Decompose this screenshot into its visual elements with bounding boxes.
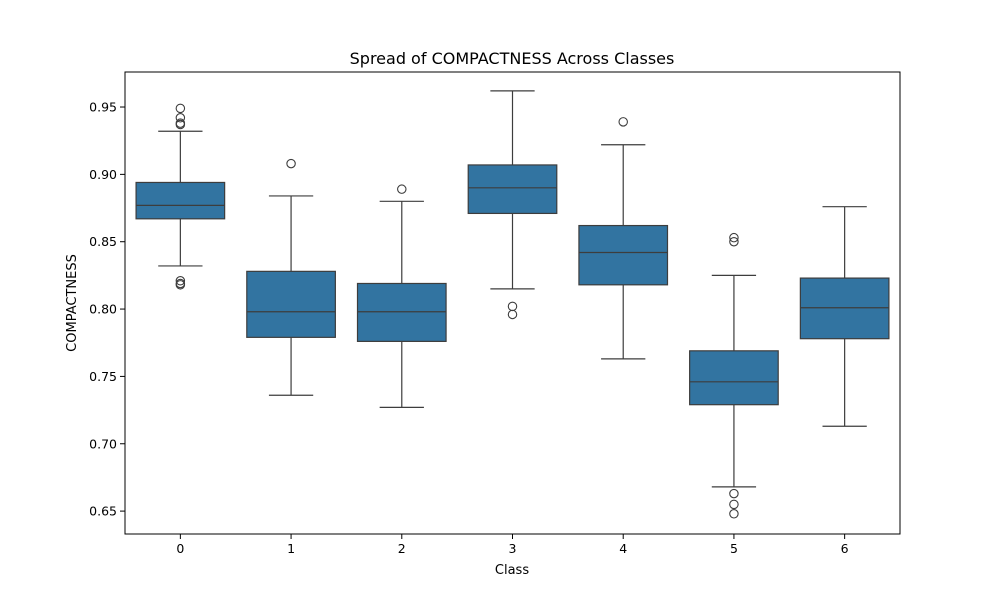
plot-area — [135, 90, 890, 519]
outlier-point — [507, 301, 518, 312]
y-axis-label: COMPACTNESS — [65, 254, 80, 352]
outlier-point — [729, 232, 739, 243]
y-tick-label: 0.95 — [89, 100, 117, 115]
outlier-point — [729, 236, 739, 247]
outlier-point — [175, 280, 186, 290]
box-group-class-1 — [246, 158, 336, 396]
y-tick-label: 0.70 — [89, 436, 117, 451]
box-iqr — [689, 350, 779, 406]
outlier-point — [175, 276, 186, 286]
x-tick-label: 6 — [841, 541, 849, 556]
outlier-point — [175, 113, 186, 123]
x-tick-label: 1 — [287, 541, 295, 556]
outlier-point — [175, 119, 186, 130]
y-tick-label: 0.75 — [89, 369, 117, 384]
axes-frame — [124, 71, 901, 535]
outlier-point — [507, 309, 518, 320]
outlier-point — [286, 158, 296, 169]
outlier-point — [175, 103, 186, 114]
y-tick-label: 0.65 — [89, 504, 117, 519]
y-tick-label: 0.90 — [89, 167, 117, 182]
y-tick-label: 0.85 — [89, 234, 117, 249]
x-tick-label: 2 — [398, 541, 406, 556]
x-axis-label: Class — [495, 563, 529, 578]
box-iqr — [135, 181, 226, 220]
box-iqr — [578, 224, 669, 286]
box-group-class-2 — [356, 184, 447, 408]
box-group-class-4 — [578, 117, 669, 360]
x-tick-label: 4 — [619, 541, 627, 556]
y-tick-label: 0.80 — [89, 302, 117, 317]
box-iqr — [356, 282, 447, 342]
x-tick-label: 0 — [176, 541, 184, 556]
box-group-class-5 — [689, 232, 779, 519]
box-iqr — [799, 277, 890, 340]
x-axis-ticks: 0 1 2 3 4 5 6 — [176, 534, 849, 556]
outlier-point — [729, 509, 739, 519]
box-group-class-0 — [135, 103, 226, 290]
box-iqr — [467, 164, 558, 215]
outlier-point — [397, 184, 407, 194]
x-tick-label: 3 — [509, 541, 517, 556]
outlier-point — [618, 117, 628, 127]
box-iqr — [246, 270, 336, 338]
chart-title: Spread of COMPACTNESS Across Classes — [350, 49, 675, 68]
box-group-class-6 — [799, 206, 890, 427]
outlier-point — [729, 499, 739, 510]
outlier-point — [729, 488, 739, 499]
y-axis-ticks: 0.65 0.70 0.75 0.80 0.85 0.90 0.95 — [89, 100, 125, 519]
box-group-class-3 — [467, 90, 558, 320]
x-tick-label: 5 — [730, 541, 738, 556]
